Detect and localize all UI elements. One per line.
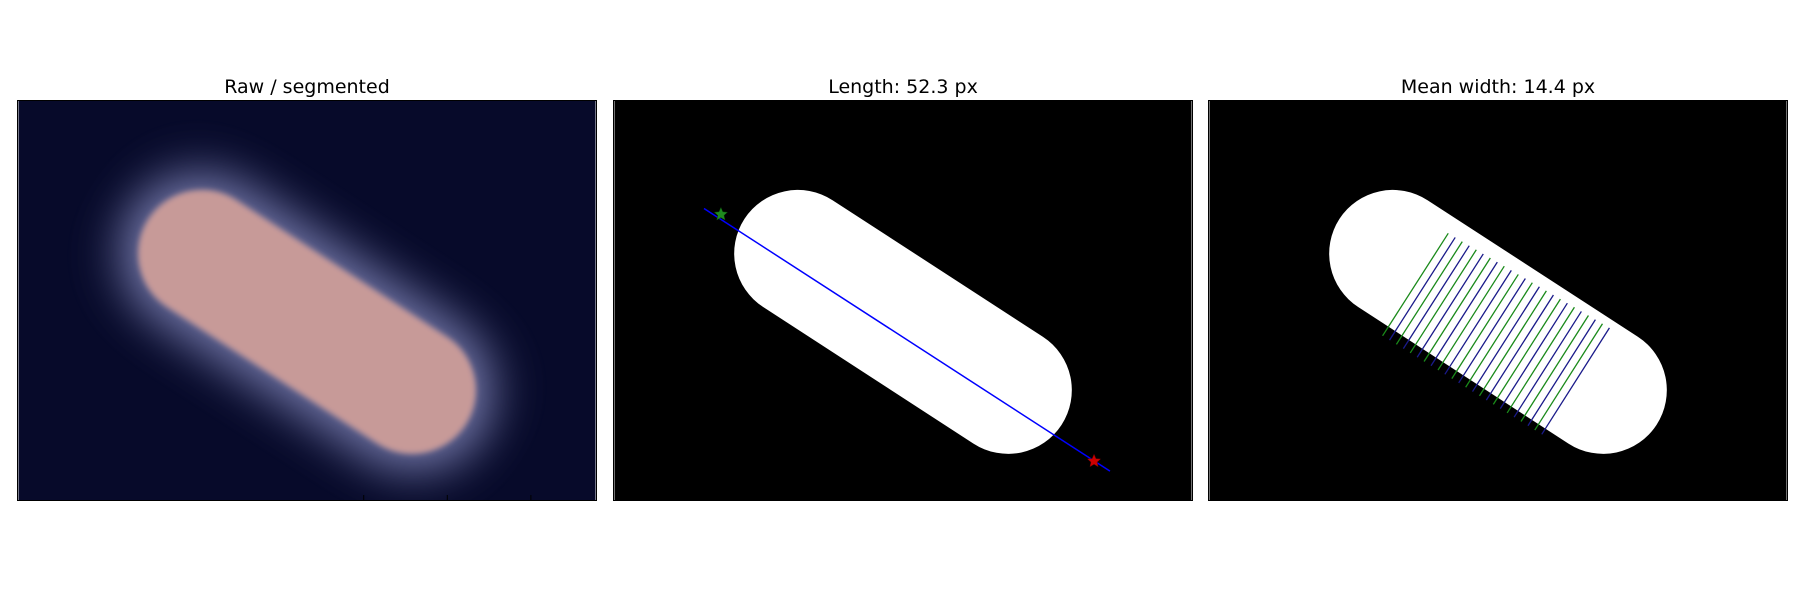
width-lines <box>1382 232 1610 435</box>
width-line <box>1471 286 1540 392</box>
width-line <box>1402 245 1470 350</box>
width-line <box>1423 257 1491 362</box>
width-line <box>1534 323 1604 431</box>
width-line <box>1527 319 1596 427</box>
width-line <box>1492 298 1561 405</box>
star-icon <box>713 206 729 221</box>
width-line <box>1416 253 1484 358</box>
width-line <box>1513 311 1582 418</box>
raw-segmented-panel <box>17 100 597 501</box>
segmented-cell-overlay <box>138 189 476 454</box>
length-line <box>703 207 1111 472</box>
panel-title-width: Mean width: 14.4 px <box>1400 76 1596 98</box>
width-line <box>1465 282 1533 388</box>
panel-title-raw: Raw / segmented <box>224 76 390 98</box>
width-line <box>1520 315 1589 422</box>
cell-mask <box>734 189 1072 454</box>
width-line <box>1409 249 1477 354</box>
length-panel <box>613 100 1193 501</box>
width-line <box>1395 241 1463 345</box>
length-mask-image <box>614 101 1192 500</box>
width-line <box>1444 270 1512 375</box>
width-line <box>1382 232 1449 337</box>
width-line <box>1506 306 1575 414</box>
raw-segmented-image <box>18 101 596 500</box>
panel-title-length: Length: 52.3 px <box>828 76 978 98</box>
width-mask-image <box>1209 101 1787 500</box>
width-line <box>1430 261 1498 367</box>
width-line <box>1485 294 1554 401</box>
width-line <box>1499 302 1568 410</box>
width-line <box>1451 274 1519 379</box>
width-line <box>1437 265 1505 371</box>
width-line <box>1388 237 1456 341</box>
width-line <box>1478 290 1547 397</box>
star-icon <box>1086 453 1102 468</box>
width-line <box>1458 278 1526 384</box>
width-line <box>1541 327 1610 435</box>
width-panel <box>1208 100 1788 501</box>
